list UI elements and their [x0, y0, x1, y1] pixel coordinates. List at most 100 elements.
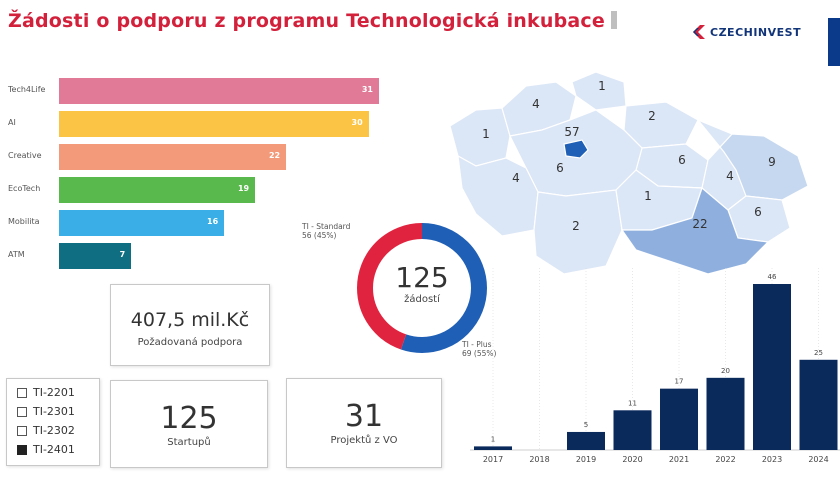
vbar-value-label: 11 — [628, 399, 637, 407]
filter-checkbox[interactable] — [17, 387, 27, 398]
vbar-value-label: 25 — [814, 349, 823, 357]
hbar-row[interactable]: Tech4Life 31 — [0, 78, 400, 104]
map-region-value: 4 — [726, 169, 734, 183]
vbar-value-label: 17 — [675, 378, 684, 386]
filter-checkbox[interactable] — [17, 425, 27, 436]
filter-item-ti-2302[interactable]: TI-2302 — [17, 421, 99, 440]
map-region-value: 6 — [556, 161, 564, 175]
card-support-label: Požadovaná podpora — [137, 337, 243, 348]
donut-label-standard: TI - Standard 56 (45%) — [302, 222, 350, 240]
map-region-jihomoravsky[interactable] — [620, 186, 770, 275]
vbar-bar[interactable] — [753, 284, 791, 450]
vbar-year-label: 2017 — [483, 455, 503, 464]
hbar-bar[interactable]: 22 — [59, 144, 287, 170]
hbar-value-label: 22 — [268, 151, 281, 160]
hbar-value-label: 19 — [237, 184, 250, 193]
hbar-bar[interactable]: 16 — [59, 210, 225, 236]
donut-plus-name: TI - Plus — [462, 340, 492, 349]
donut-total-label: žádostí — [404, 294, 440, 305]
vbar-year-label: 2021 — [669, 455, 689, 464]
map-region-jihocesky[interactable] — [533, 189, 623, 275]
map-region-value: 4 — [532, 97, 540, 111]
filter-checkbox-checked[interactable] — [17, 444, 27, 455]
donut-segment-standard[interactable] — [357, 223, 487, 353]
vbar-year-label: 2024 — [808, 455, 828, 464]
map-region-value: 1 — [482, 127, 490, 141]
card-projects: 31 Projektů z VO — [286, 378, 442, 468]
vbar-bar[interactable] — [706, 377, 745, 450]
card-support-value: 407,5 mil.Kč — [130, 309, 250, 331]
card-projects-value: 31 — [344, 399, 384, 434]
vbar-year-label: 2020 — [622, 455, 642, 464]
hbar-row[interactable]: Creative 22 — [0, 144, 400, 170]
hbar-category-label: ATM — [8, 250, 25, 259]
map-region-value: 2 — [648, 109, 656, 123]
donut-chart[interactable] — [352, 218, 492, 358]
vbar-bar[interactable] — [799, 359, 838, 450]
filter-label: TI-2301 — [33, 405, 75, 418]
vbar-year-label: 2022 — [715, 455, 735, 464]
filter-item-ti-2301[interactable]: TI-2301 — [17, 402, 99, 421]
edge-accent-bar — [828, 18, 840, 66]
hbar-bar[interactable]: 31 — [59, 78, 379, 104]
hbar-bar[interactable]: 7 — [59, 243, 132, 269]
yearly-bar-chart: 1 2017 2018 5 2019 11 2020 17 2021 20 2022 46 2023 25… — [470, 268, 840, 464]
map-region-value: 9 — [768, 155, 776, 169]
hbar-value-label: 31 — [361, 85, 373, 94]
filter-label: TI-2201 — [33, 386, 75, 399]
logo-chevron-icon — [693, 25, 705, 39]
vbar-value-label: 46 — [768, 273, 777, 281]
hbar-bar[interactable]: 19 — [59, 177, 256, 203]
hbar-category-label: AI — [8, 118, 16, 127]
filter-label: TI-2302 — [33, 424, 75, 437]
hbar-value-label: 30 — [351, 118, 363, 127]
filter-checkbox[interactable] — [17, 406, 27, 417]
donut-standard-value: 56 (45%) — [302, 231, 337, 240]
map-region-value: 22 — [692, 217, 707, 231]
call-filter-legend: TI-2201 TI-2301 TI-2302 TI-2401 — [6, 378, 100, 466]
hbar-category-label: Mobilita — [8, 217, 40, 226]
card-startups-label: Startupů — [167, 437, 211, 448]
czechinvest-logo: CZECHINVEST — [690, 20, 801, 44]
vbar-year-label: 2023 — [762, 455, 782, 464]
card-startups-value: 125 — [160, 401, 218, 436]
donut-label-plus: TI - Plus 69 (55%) — [462, 340, 496, 358]
filter-item-ti-2401[interactable]: TI-2401 — [17, 440, 99, 459]
vbar-bar[interactable] — [660, 388, 698, 450]
vbar-year-label: 2019 — [576, 455, 596, 464]
vbar-bar[interactable] — [567, 431, 605, 450]
map-region-value: 1 — [598, 79, 606, 93]
hbar-category-label: Tech4Life — [8, 85, 46, 94]
page-title-text: Žádosti o podporu z programu Technologic… — [8, 10, 605, 32]
map-region-value: 4 — [512, 171, 520, 185]
vbar-value-label: 5 — [584, 421, 588, 429]
hbar-bar[interactable]: 30 — [59, 111, 369, 137]
hbar-row[interactable]: AI 30 — [0, 111, 400, 137]
map-region-value: 1 — [644, 189, 652, 203]
vbar-value-label: 20 — [721, 367, 730, 375]
card-projects-label: Projektů z VO — [330, 435, 398, 446]
hbar-category-label: EcoTech — [8, 184, 41, 193]
hbar-category-label: Creative — [8, 151, 42, 160]
vbar-bar[interactable] — [474, 446, 512, 450]
filter-label: TI-2401 — [33, 443, 75, 456]
vbar-bar[interactable] — [613, 410, 652, 450]
filter-item-ti-2201[interactable]: TI-2201 — [17, 383, 99, 402]
donut-center: 125 žádostí — [372, 261, 472, 306]
vbar-value-label: 1 — [491, 435, 495, 443]
vbar-year-label: 2018 — [529, 455, 549, 464]
donut-total: 125 — [395, 261, 449, 294]
map-region-value: 6 — [754, 205, 762, 219]
hbar-value-label: 7 — [119, 250, 126, 259]
hbar-row[interactable]: Mobilita 16 — [0, 210, 400, 236]
card-startups: 125 Startupů — [110, 380, 268, 468]
map-region-value: 6 — [678, 153, 686, 167]
map-region-praha[interactable] — [563, 139, 589, 159]
title-marker — [610, 11, 617, 29]
hbar-row[interactable]: ATM 7 — [0, 243, 400, 269]
logo-text: CZECHINVEST — [710, 25, 802, 39]
hbar-row[interactable]: EcoTech 19 — [0, 177, 400, 203]
map-region-value: 57 — [564, 125, 579, 139]
donut-standard-name: TI - Standard — [302, 222, 351, 231]
